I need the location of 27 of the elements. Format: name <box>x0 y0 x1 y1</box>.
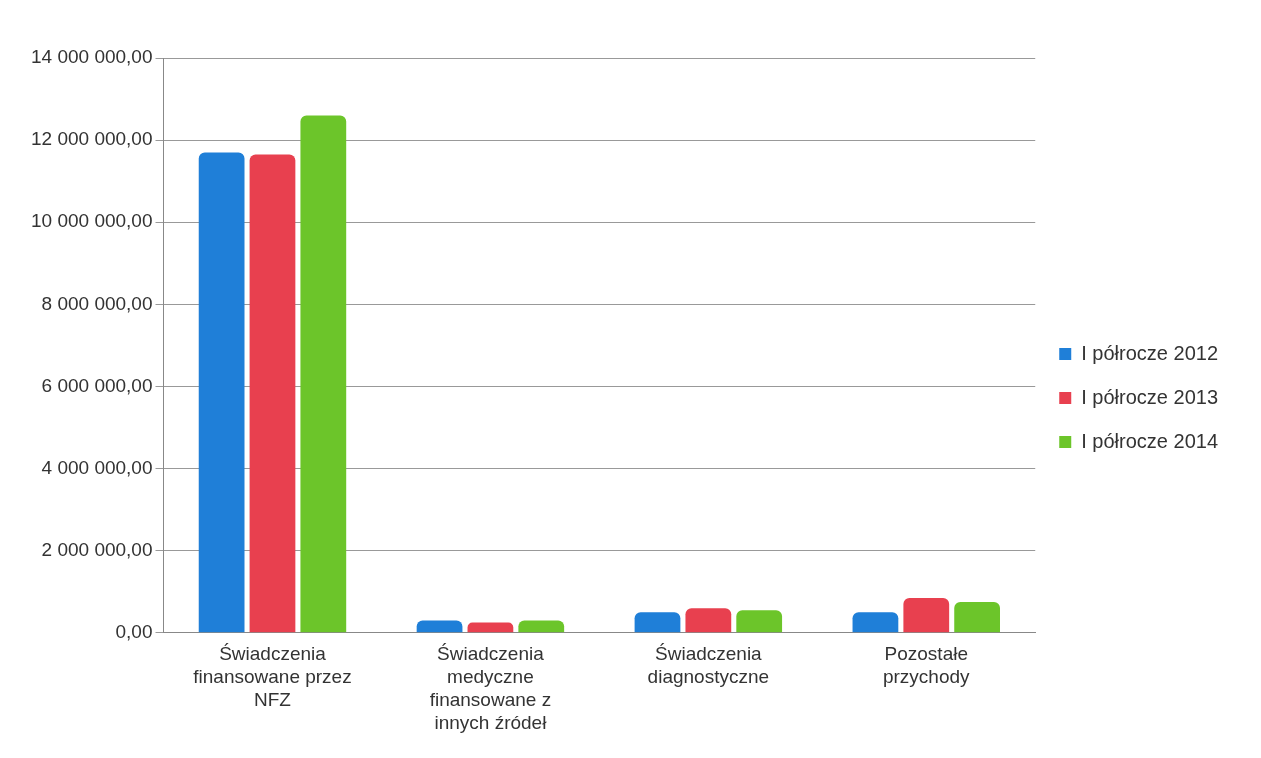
y-tick-label: 0,00 <box>115 621 153 643</box>
y-tick-label: 8 000 000,00 <box>41 292 153 314</box>
y-tick-label: 14 000 000,00 <box>30 46 153 68</box>
y-tick-label: 4 000 000,00 <box>41 456 153 478</box>
bar <box>198 152 245 633</box>
legend-label: I półrocze 2014 <box>1081 429 1219 452</box>
bar <box>634 612 681 633</box>
y-tick-label: 12 000 000,00 <box>30 128 153 150</box>
y-tick-label: 6 000 000,00 <box>41 374 153 396</box>
x-tick-label: Świadczenia diagnostyczne <box>647 643 770 688</box>
bar <box>954 602 1001 633</box>
x-tick-label: Świadczenia finansowane przez NFZ <box>193 643 352 711</box>
bar <box>518 620 565 633</box>
y-tick-label: 10 000 000,00 <box>30 210 153 232</box>
y-tick-label: 2 000 000,00 <box>41 538 153 560</box>
x-tick-label: Świadczenia medyczne finansowane z innych źródeł <box>429 643 552 733</box>
legend-label: I półrocze 2012 <box>1081 341 1219 364</box>
bar <box>300 115 347 633</box>
bar <box>903 597 950 633</box>
bar <box>249 154 296 633</box>
x-tick-label: Pozostałe przychody <box>882 643 971 688</box>
legend-label: I półrocze 2013 <box>1081 385 1219 408</box>
bar <box>736 610 783 633</box>
bar <box>852 612 899 633</box>
bar <box>467 622 514 633</box>
bar <box>685 608 732 633</box>
bar <box>416 620 463 633</box>
